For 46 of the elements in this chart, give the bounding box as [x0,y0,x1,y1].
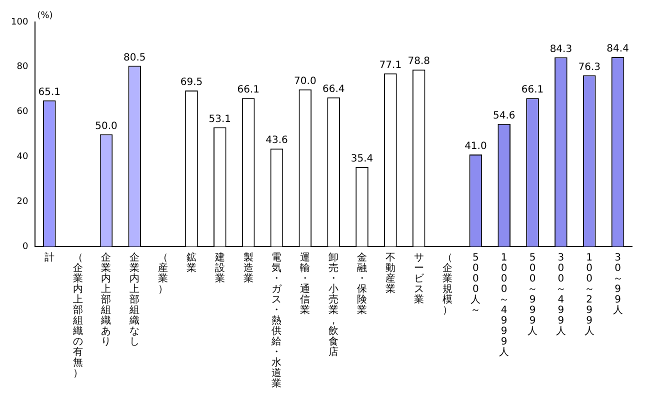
x-tick-label: 100～299人 [584,252,594,337]
x-tick-label: 計 [44,251,54,264]
x-tick-label: （産業） [158,252,168,295]
data-label: 65.1 [38,86,61,98]
category-label: 電気・ガス・熱供給・水道業 [272,252,282,390]
y-tick-label: 0 [22,242,28,252]
data-label: 77.1 [379,60,402,72]
x-tick-label: 500～999人 [528,252,538,337]
data-label: 70.0 [294,76,316,87]
data-label: 76.3 [578,62,601,73]
x-tick-label: 運輸・通信業 [300,251,310,316]
data-label: 66.4 [322,84,345,96]
x-tick-label: 300～499人 [556,252,566,337]
data-label: 66.1 [237,84,260,96]
y-tick-label: 80 [16,62,28,72]
category-label: 1000～4999人 [499,252,510,358]
category-label: 企業内上部組織なし [130,252,140,348]
y-axis-title: (%) [37,10,53,21]
y-tick-label: 40 [16,152,28,162]
x-tick-label: サービス業 [414,252,425,306]
data-label: 69.5 [180,77,203,88]
data-label: 84.4 [606,44,629,55]
x-tick-label: 不動産業 [385,252,396,295]
data-label: 84.3 [550,44,572,55]
data-label: 41.0 [464,141,487,152]
data-label: 43.6 [266,135,288,146]
y-tick-label: 60 [16,107,28,118]
x-tick-label: 金融・保険業 [357,251,368,316]
data-label: 78.8 [408,56,430,68]
data-label: 50.0 [95,120,118,132]
data-label: 80.5 [124,52,146,64]
category-label: 企業内上部組織あり [101,252,112,348]
x-tick-label: 5000人～ [470,252,481,316]
data-label: 66.1 [521,84,544,96]
category-label: （企業内上部組織の有無） [72,252,83,379]
x-tick-label: （企業規模） [442,252,452,316]
x-tick-label: 鉱業 [186,251,196,274]
y-tick-label: 20 [16,196,28,207]
x-tick-label: 建設業 [214,251,225,284]
y-tick-label: 100 [10,17,28,28]
data-label: 54.6 [492,110,516,122]
data-label: 35.4 [350,154,374,165]
category-label: 卸売・小売業，飲食店 [328,252,339,358]
x-tick-label: 30～99人 [612,252,623,316]
data-label: 53.1 [208,114,232,125]
x-tick-label: 製造業 [243,251,254,284]
